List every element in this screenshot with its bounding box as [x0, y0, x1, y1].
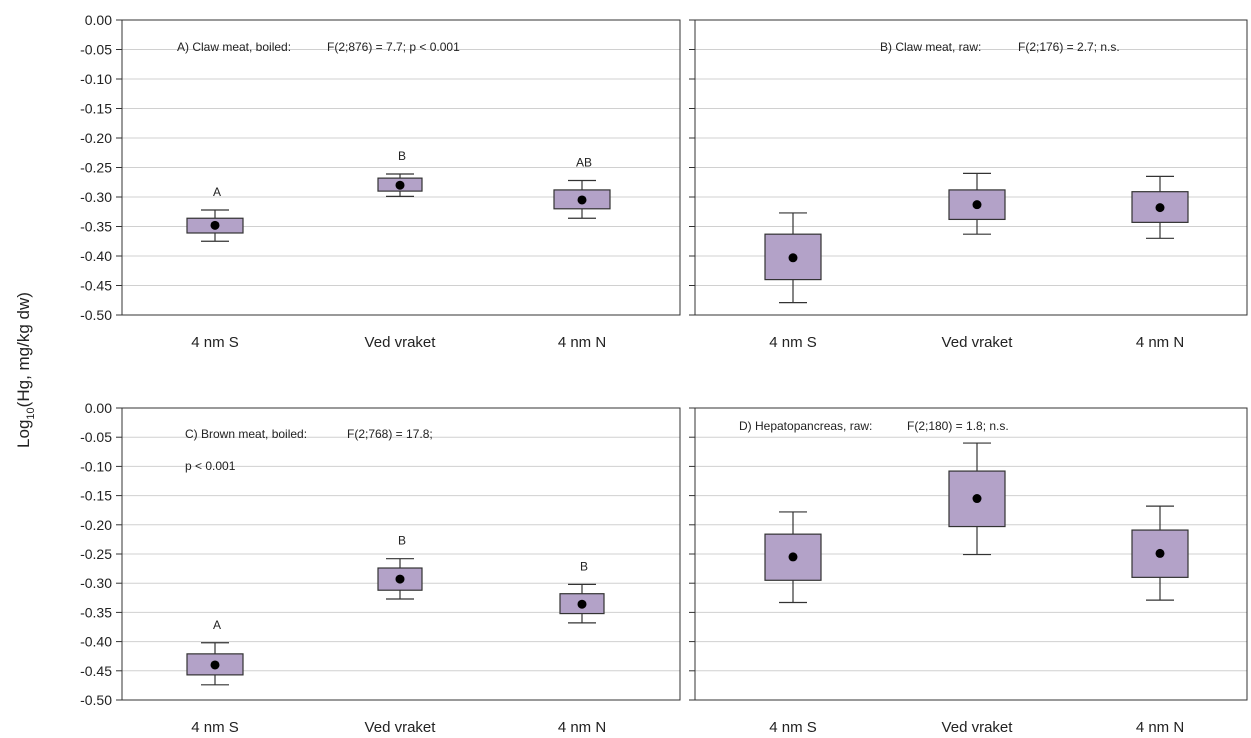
y-tick-label: 0.00	[85, 12, 112, 28]
y-tick-label: -0.50	[80, 692, 112, 708]
y-tick-label: -0.30	[80, 575, 112, 591]
y-tick-label: -0.25	[80, 160, 112, 176]
box-group	[764, 212, 822, 304]
y-tick-label: -0.15	[80, 488, 112, 504]
mean-point	[395, 574, 405, 584]
box-group: A	[186, 185, 244, 242]
x-tick-label: 4 nm N	[558, 719, 606, 736]
y-tick-label: -0.30	[80, 189, 112, 205]
x-tick-label: Ved vraket	[365, 334, 437, 351]
mean-point	[1155, 548, 1165, 558]
y-tick-label: -0.05	[80, 429, 112, 445]
box-group: B	[377, 149, 423, 198]
mean-point	[788, 253, 798, 263]
y-tick-label: -0.10	[80, 458, 112, 474]
box-group	[764, 511, 822, 604]
panel-annotation-stats: F(2;180) = 1.8; n.s.	[907, 419, 1009, 433]
y-tick-label: -0.45	[80, 278, 112, 294]
y-tick-label: -0.45	[80, 663, 112, 679]
box-group	[948, 442, 1006, 556]
panel-annotation-label: B) Claw meat, raw:	[880, 40, 981, 54]
panel-annotation-stats: F(2;176) = 2.7; n.s.	[1018, 40, 1120, 54]
mean-point	[972, 200, 982, 210]
y-tick-label: -0.40	[80, 248, 112, 264]
y-tick-label: -0.10	[80, 71, 112, 87]
significance-letter: AB	[576, 155, 592, 169]
box-group: B	[559, 559, 605, 624]
panel-b: 4 nm S Ved vraket 4 nm N B) Claw meat, raw:…	[689, 19, 1248, 351]
x-tick-label: 4 nm S	[769, 334, 817, 351]
mean-point	[577, 599, 587, 609]
box-group	[1131, 175, 1189, 239]
x-tick-label: 4 nm N	[558, 334, 606, 351]
panel-annotation-label: D) Hepatopancreas, raw:	[739, 419, 872, 433]
y-axis-label: Log10(Hg, mg/kg dw)	[14, 292, 37, 448]
y-axis-label-subscript: 10	[25, 407, 37, 419]
significance-letter: A	[213, 185, 221, 199]
mean-point	[210, 220, 220, 230]
x-tick-label: Ved vraket	[942, 719, 1014, 736]
panel-annotation-stats: F(2;768) = 17.8;	[347, 427, 433, 441]
y-tick-label: -0.50	[80, 307, 112, 323]
significance-letter: B	[580, 559, 588, 573]
mean-point	[1155, 203, 1165, 213]
x-tick-label: 4 nm S	[769, 719, 817, 736]
panel-frame	[694, 407, 1248, 701]
x-tick-label: 4 nm N	[1136, 334, 1184, 351]
panel-annotation-label: A) Claw meat, boiled:	[177, 40, 291, 54]
y-tick-label: 0.00	[85, 400, 112, 416]
box-group	[1131, 505, 1189, 601]
x-tick-label: Ved vraket	[365, 719, 437, 736]
box-group: A	[186, 618, 244, 686]
y-axis-label-prefix: Log	[14, 420, 33, 448]
y-tick-label: -0.20	[80, 517, 112, 533]
mean-point	[788, 552, 798, 562]
significance-letter: B	[398, 149, 406, 163]
panel-c: 0.00 -0.05 -0.10 -0.15 -0.20 -0.25 -0.30 -0.35 -…	[80, 400, 681, 736]
mean-point	[210, 660, 220, 670]
panel-frame	[694, 19, 1248, 316]
panel-frame	[121, 19, 681, 316]
mean-point	[972, 494, 982, 504]
y-tick-label: -0.35	[80, 604, 112, 620]
panel-annotation-stats: F(2;876) = 7.7; p < 0.001	[327, 40, 460, 54]
box-group: B	[377, 534, 423, 600]
mean-point	[395, 180, 405, 190]
y-tick-label: -0.25	[80, 546, 112, 562]
panels: 0.00 -0.05 -0.10 -0.15 -0.20 -0.25 -0.30 -0.35 -…	[80, 12, 1248, 736]
box	[948, 189, 1006, 221]
x-tick-label: 4 nm N	[1136, 719, 1184, 736]
x-tick-label: 4 nm S	[191, 719, 239, 736]
y-tick-label: -0.35	[80, 219, 112, 235]
x-tick-label: Ved vraket	[942, 334, 1014, 351]
box-group	[948, 172, 1006, 235]
panel-a: 0.00 -0.05 -0.10 -0.15 -0.20 -0.25 -0.30 -0.35 -…	[80, 12, 681, 351]
panel-d: 4 nm S Ved vraket 4 nm N D) Hepatopancreas,…	[689, 407, 1248, 736]
y-axis-label-suffix: (Hg, mg/kg dw)	[14, 292, 33, 407]
significance-letter: A	[213, 618, 221, 632]
significance-letter: B	[398, 534, 406, 548]
x-tick-label: 4 nm S	[191, 334, 239, 351]
y-tick-label: -0.15	[80, 101, 112, 117]
panel-annotation-line2: p < 0.001	[185, 459, 236, 473]
panel-frame	[121, 407, 681, 701]
y-tick-label: -0.20	[80, 130, 112, 146]
y-tick-label: -0.05	[80, 42, 112, 58]
box-group: AB	[553, 155, 611, 219]
mean-point	[577, 195, 587, 205]
panel-annotation-label: C) Brown meat, boiled:	[185, 427, 307, 441]
y-tick-label: -0.40	[80, 634, 112, 650]
